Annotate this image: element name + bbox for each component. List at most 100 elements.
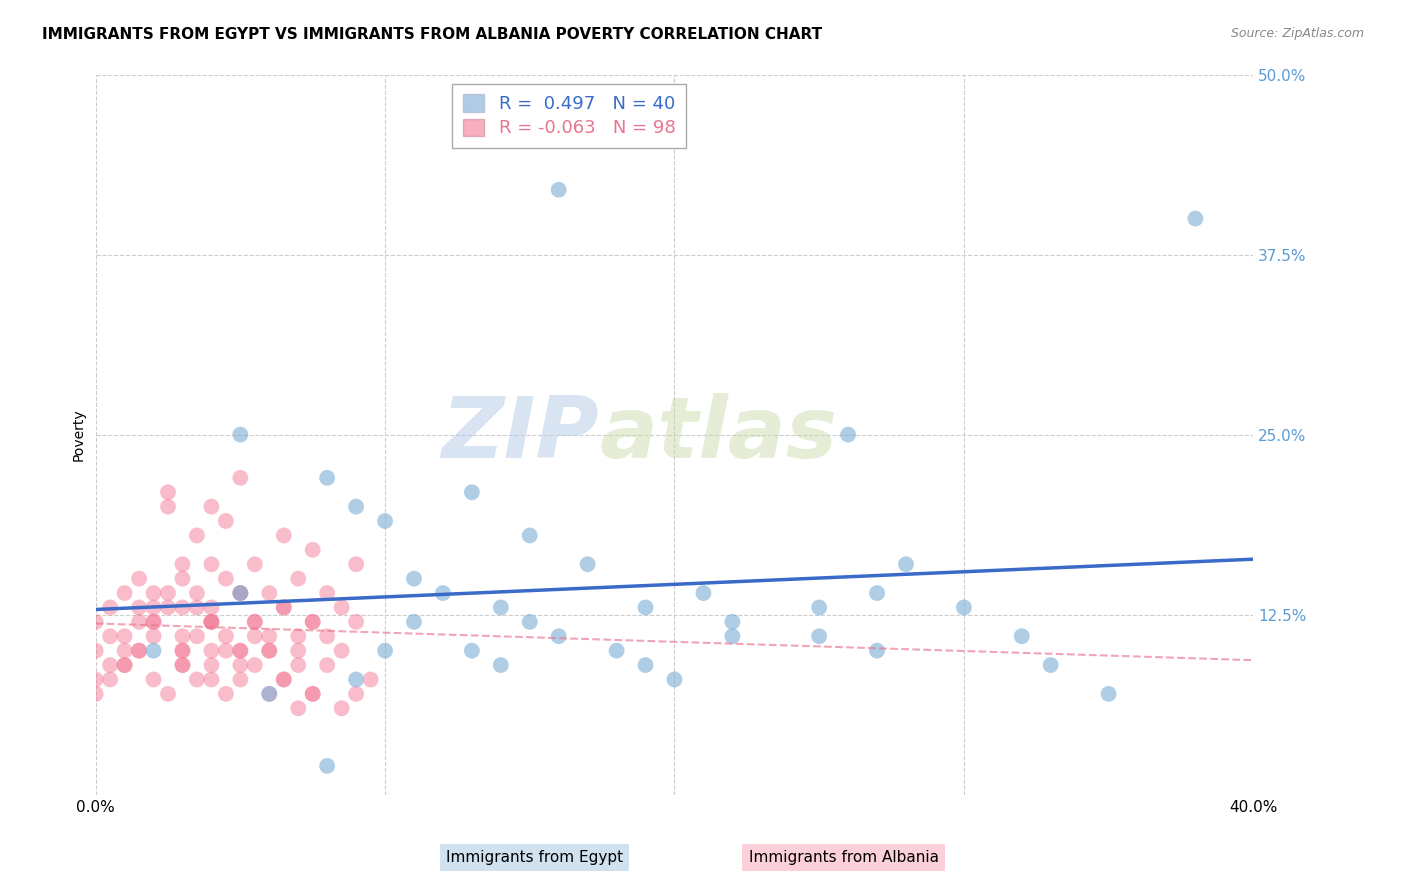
Point: [273, 600, 295, 615]
Point: [259, 643, 281, 657]
Point: [259, 687, 281, 701]
Point: [128, 572, 150, 586]
Point: [114, 658, 136, 673]
Point: [547, 629, 569, 643]
Point: [344, 687, 367, 701]
Point: [273, 673, 295, 687]
Point: [287, 572, 309, 586]
Point: [156, 687, 179, 701]
Point: [316, 759, 339, 773]
Point: [172, 600, 194, 615]
Point: [243, 615, 266, 629]
Text: Source: ZipAtlas.com: Source: ZipAtlas.com: [1230, 27, 1364, 40]
Point: [128, 600, 150, 615]
Point: [200, 615, 222, 629]
Point: [301, 542, 323, 557]
Point: [98, 629, 121, 643]
Point: [128, 643, 150, 657]
Point: [344, 500, 367, 514]
Point: [142, 615, 165, 629]
Point: [301, 615, 323, 629]
Point: [259, 586, 281, 600]
Point: [172, 643, 194, 657]
Point: [344, 673, 367, 687]
Point: [215, 514, 238, 528]
Legend: R =  0.497   N = 40, R = -0.063   N = 98: R = 0.497 N = 40, R = -0.063 N = 98: [451, 84, 686, 148]
Point: [98, 600, 121, 615]
Point: [229, 643, 252, 657]
Point: [576, 558, 599, 572]
Point: [98, 673, 121, 687]
Point: [316, 471, 339, 485]
Point: [84, 615, 107, 629]
Point: [156, 600, 179, 615]
Point: [114, 586, 136, 600]
Point: [330, 701, 353, 715]
Text: IMMIGRANTS FROM EGYPT VS IMMIGRANTS FROM ALBANIA POVERTY CORRELATION CHART: IMMIGRANTS FROM EGYPT VS IMMIGRANTS FROM…: [42, 27, 823, 42]
Point: [360, 673, 382, 687]
Point: [156, 586, 179, 600]
Point: [692, 586, 714, 600]
Point: [186, 528, 208, 542]
Point: [1184, 211, 1206, 226]
Text: ZIP: ZIP: [441, 393, 599, 476]
Point: [200, 615, 222, 629]
Point: [606, 643, 628, 657]
Point: [344, 558, 367, 572]
Point: [489, 600, 512, 615]
Point: [128, 615, 150, 629]
Point: [721, 615, 744, 629]
Point: [229, 427, 252, 442]
Point: [519, 528, 541, 542]
Point: [259, 629, 281, 643]
Point: [402, 572, 425, 586]
Point: [172, 643, 194, 657]
Point: [200, 658, 222, 673]
Point: [172, 572, 194, 586]
Point: [374, 643, 396, 657]
Point: [229, 471, 252, 485]
Text: Immigrants from Albania: Immigrants from Albania: [748, 850, 939, 865]
Point: [287, 701, 309, 715]
Point: [316, 658, 339, 673]
Point: [114, 629, 136, 643]
Point: [1097, 687, 1119, 701]
Point: [1011, 629, 1033, 643]
Point: [519, 615, 541, 629]
Point: [259, 643, 281, 657]
Point: [808, 600, 831, 615]
Point: [142, 629, 165, 643]
Point: [84, 643, 107, 657]
Point: [287, 658, 309, 673]
Point: [156, 500, 179, 514]
Point: [273, 528, 295, 542]
Point: [172, 629, 194, 643]
Point: [229, 658, 252, 673]
Point: [953, 600, 976, 615]
Point: [229, 586, 252, 600]
Point: [1039, 658, 1062, 673]
Text: Immigrants from Egypt: Immigrants from Egypt: [446, 850, 623, 865]
Point: [84, 673, 107, 687]
Point: [273, 673, 295, 687]
Point: [243, 558, 266, 572]
Point: [172, 658, 194, 673]
Point: [98, 658, 121, 673]
Point: [142, 586, 165, 600]
Point: [894, 558, 917, 572]
Point: [200, 643, 222, 657]
Point: [461, 643, 484, 657]
Point: [432, 586, 454, 600]
Point: [273, 600, 295, 615]
Point: [243, 629, 266, 643]
Point: [634, 658, 657, 673]
Point: [200, 500, 222, 514]
Point: [114, 643, 136, 657]
Point: [215, 687, 238, 701]
Point: [215, 629, 238, 643]
Point: [547, 183, 569, 197]
Point: [243, 658, 266, 673]
Point: [200, 615, 222, 629]
Point: [142, 600, 165, 615]
Point: [172, 558, 194, 572]
